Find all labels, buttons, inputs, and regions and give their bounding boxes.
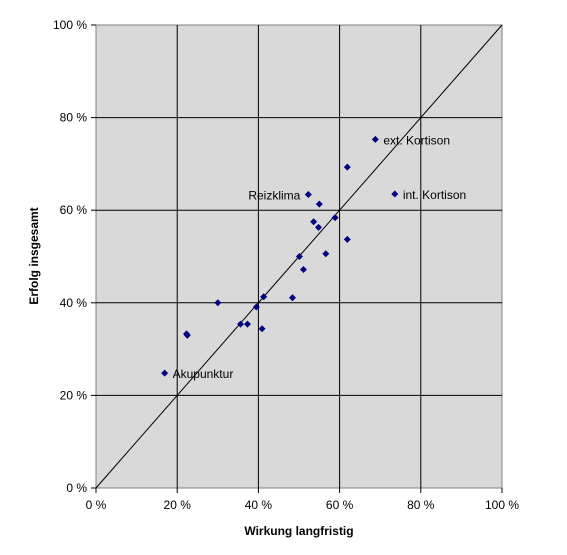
point-annotation-label: Akupunktur [173,367,234,381]
data-point-marker [214,299,222,307]
data-point-marker [295,253,303,260]
x-tick-label: 0 % [86,498,107,512]
x-tick-label: 20 % [164,498,192,512]
y-axis-ticks: 0 % 20 % 40 % 60 % 80 % 100 % [53,18,96,495]
y-tick-label: 40 % [60,296,88,310]
y-tick-label: 60 % [60,203,88,217]
x-tick-label: 40 % [245,498,273,512]
x-tick-label: 60 % [326,498,354,512]
data-point-marker [322,250,330,258]
data-point-marker [260,293,268,301]
data-point-marker [252,303,260,311]
data-point-marker [161,369,169,377]
data-point-marker [183,331,191,339]
data-point-marker [343,163,351,171]
x-tick-label: 80 % [407,498,435,512]
point-annotation-label: int. Kortison [403,188,466,202]
point-annotation-label: ext. Kortison [383,133,450,147]
data-point-marker [391,190,399,198]
y-tick-label: 0 % [66,481,87,495]
data-point-marker [331,214,339,222]
data-point-marker [304,190,312,198]
y-tick-label: 20 % [60,388,88,402]
y-tick-label: 100 % [53,18,87,32]
y-axis-title: Erfolg insgesamt [27,207,41,304]
data-point-marker [299,265,307,273]
x-axis-ticks: 0 % 20 % 40 % 60 % 80 % 100 % [86,488,519,512]
point-annotations: Akupunktur Reizklima ext. Kortison int. Kor… [173,133,467,381]
data-point-marker [243,320,251,328]
data-point-marker [371,135,379,143]
data-point-marker [289,294,297,302]
data-point-marker [237,320,245,328]
data-point-marker [310,218,318,226]
data-point-marker [258,325,266,333]
gridlines [96,25,502,488]
data-points [161,135,399,377]
data-point-marker [343,235,351,243]
data-point-marker [314,223,322,231]
x-axis-title: Wirkung langfristig [244,524,353,538]
point-annotation-label: Reizklima [248,188,300,202]
data-point-marker [315,200,323,208]
y-tick-label: 80 % [60,111,88,125]
x-tick-label: 100 % [485,498,519,512]
